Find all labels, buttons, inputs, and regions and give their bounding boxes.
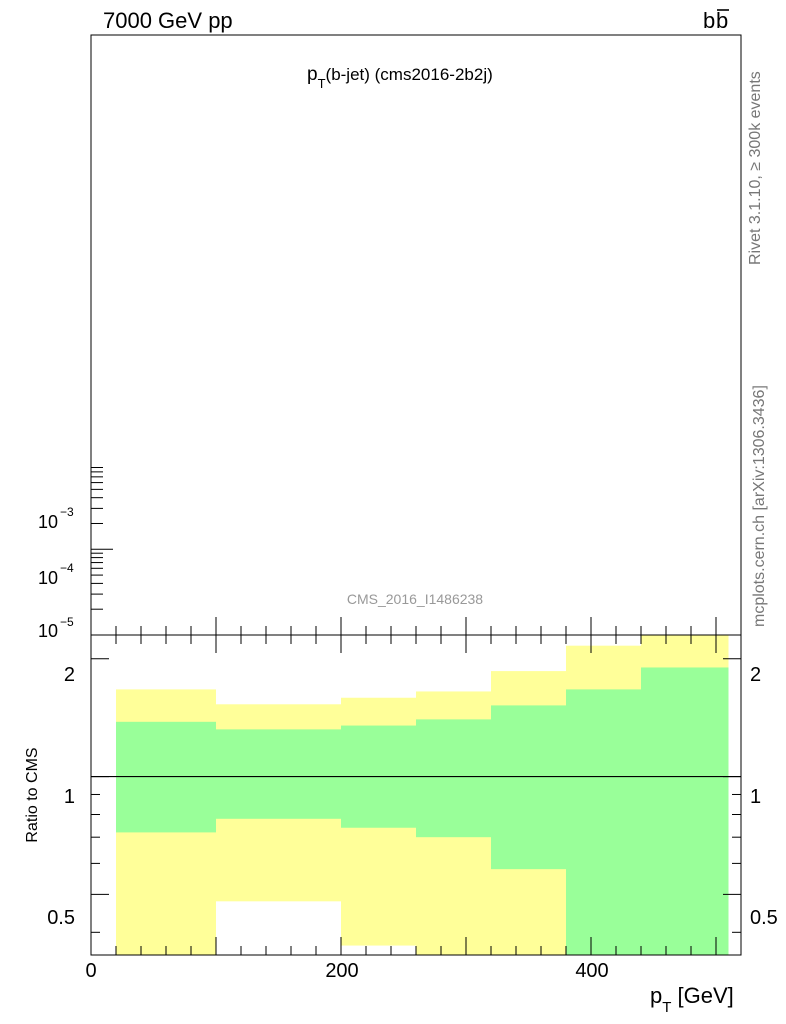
watermark-analysis-id: CMS_2016_I1486238 bbox=[347, 591, 483, 607]
x-tick-label-200: 200 bbox=[325, 960, 358, 982]
main-title-sub: T bbox=[318, 76, 326, 91]
tick-exp: −5 bbox=[60, 615, 74, 629]
main-title-p: p bbox=[307, 64, 318, 85]
process-label: b b bbox=[703, 8, 729, 33]
ratio-y-tick-label-right-2: 2 bbox=[750, 664, 761, 686]
main-y-tick-label-1e-3: 10 −3 bbox=[38, 505, 74, 532]
tick-base: 10 bbox=[38, 621, 58, 641]
inner-band-bin-6 bbox=[641, 667, 729, 955]
tick-exp: −4 bbox=[60, 561, 74, 575]
tick-base: 10 bbox=[38, 568, 58, 588]
inner-band-bin-4 bbox=[491, 705, 566, 870]
main-y-tick-label-1e-5: 10 −5 bbox=[38, 615, 74, 641]
x-axis-label-p: p bbox=[650, 983, 662, 1008]
rivet-version-label: Rivet 3.1.10, ≥ 300k events bbox=[747, 71, 764, 265]
x-tick-label-0: 0 bbox=[85, 960, 96, 982]
main-title-rest: (b-jet) (cms2016-2b2j) bbox=[326, 65, 493, 84]
main-y-ticks bbox=[91, 466, 113, 636]
inner-band-bin-5 bbox=[566, 689, 641, 955]
x-axis-ticks bbox=[90, 617, 717, 955]
x-axis-label: pT [GeV] bbox=[650, 983, 734, 1016]
tick-base: 10 bbox=[38, 512, 58, 532]
main-y-tick-label-1e-4: 10 −4 bbox=[38, 561, 74, 588]
main-panel-frame bbox=[90, 34, 742, 636]
main-title: pT(b-jet) (cms2016-2b2j) bbox=[307, 64, 493, 91]
tick-exp: −3 bbox=[60, 505, 74, 519]
ratio-bands bbox=[116, 635, 729, 955]
energy-label: 7000 GeV pp bbox=[103, 8, 233, 33]
x-tick-label-400: 400 bbox=[575, 960, 608, 982]
ratio-y-axis-label: Ratio to CMS bbox=[24, 747, 41, 842]
x-axis-label-rest: [GeV] bbox=[671, 983, 733, 1008]
ratio-y-tick-label-right-1: 1 bbox=[750, 786, 761, 808]
ratio-y-tick-label-2: 2 bbox=[64, 664, 75, 686]
process-label-bbar: b bbox=[716, 8, 728, 33]
inner-band-bin-1 bbox=[216, 729, 341, 819]
source-label: mcplots.cern.ch [arXiv:1306.3436] bbox=[751, 385, 768, 627]
ratio-y-ticks bbox=[91, 658, 741, 933]
ratio-y-tick-label-right-0.5: 0.5 bbox=[750, 907, 778, 929]
ratio-y-tick-label-1: 1 bbox=[64, 786, 75, 808]
process-label-b: b bbox=[703, 8, 715, 33]
inner-band-bin-3 bbox=[416, 719, 491, 838]
ratio-y-tick-label-0.5: 0.5 bbox=[47, 907, 75, 929]
x-axis-label-sub: T bbox=[662, 999, 671, 1016]
